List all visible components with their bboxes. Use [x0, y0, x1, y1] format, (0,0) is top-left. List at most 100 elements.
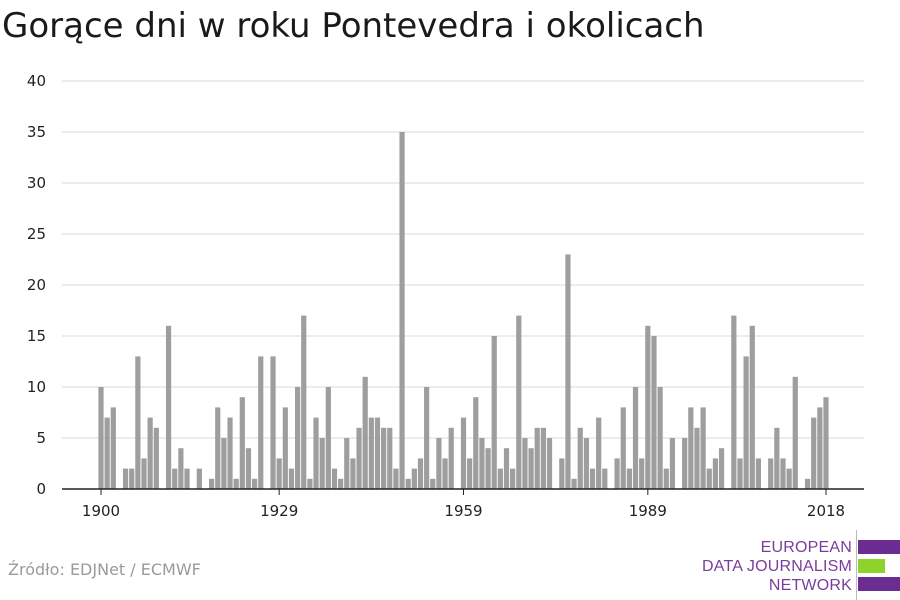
bar-1970 — [528, 448, 534, 489]
x-tick-label: 2018 — [807, 502, 845, 520]
bar-1968 — [516, 315, 522, 489]
logo-line-3: NETWORK — [768, 577, 852, 594]
bar-1906 — [135, 356, 141, 489]
bar-1957 — [448, 427, 454, 489]
bar-1967 — [510, 468, 516, 489]
y-tick-label: 30 — [27, 174, 46, 192]
chart-title: Gorące dni w roku Pontevedra i okolicach — [2, 6, 705, 46]
bar-1902 — [110, 407, 116, 489]
bar-1929 — [276, 458, 282, 489]
bar-1975 — [559, 458, 565, 489]
bar-1963 — [485, 448, 491, 489]
bar-1932 — [295, 387, 301, 489]
edjnet-logo: EUROPEAN DATA JOURNALISM NETWORK — [700, 530, 900, 600]
bar-1966 — [503, 448, 510, 489]
bar-1997 — [694, 427, 700, 489]
bar-1962 — [479, 438, 485, 489]
bar-1931 — [288, 468, 295, 489]
y-tick-label: 5 — [36, 429, 46, 447]
bar-1939 — [338, 478, 344, 489]
bar-1953 — [424, 387, 430, 489]
bar-1948 — [393, 468, 399, 489]
bar-1920 — [221, 438, 227, 489]
bar-1991 — [657, 387, 663, 489]
bar-1947 — [387, 427, 393, 489]
bar-1995 — [682, 438, 688, 489]
bar-1937 — [325, 387, 331, 489]
y-tick-label: 25 — [27, 225, 46, 243]
bar-1941 — [350, 458, 356, 489]
bar-1998 — [700, 407, 706, 489]
source-note: Źródło: EDJNet / ECMWF — [8, 560, 201, 579]
bar-1924 — [245, 448, 252, 489]
bar-2011 — [780, 458, 786, 489]
bar-1989 — [645, 325, 651, 489]
bar-2010 — [774, 427, 780, 489]
y-tick-label: 35 — [27, 123, 46, 141]
bar-1907 — [141, 458, 147, 489]
bar-1900 — [98, 387, 104, 489]
bar-1923 — [239, 397, 245, 489]
bar-1951 — [411, 468, 417, 489]
bar-1909 — [153, 427, 159, 489]
bar-1961 — [473, 397, 479, 489]
bar-1965 — [497, 468, 503, 489]
bar-1911 — [165, 325, 172, 489]
bar-1928 — [270, 356, 276, 489]
y-tick-label: 0 — [36, 480, 46, 498]
bar-1976 — [565, 254, 571, 489]
bar-1912 — [172, 468, 178, 489]
bar-1978 — [577, 427, 583, 489]
bar-1949 — [399, 132, 405, 489]
bar-1977 — [571, 478, 577, 489]
bar-1988 — [639, 458, 645, 489]
x-tick-label: 1959 — [444, 502, 482, 520]
bar-1980 — [589, 468, 596, 489]
bar-1999 — [706, 468, 712, 489]
bar-1990 — [651, 336, 657, 489]
x-tick-label: 1900 — [82, 502, 120, 520]
bar-1942 — [356, 427, 362, 489]
bar-1921 — [227, 417, 233, 489]
bar-1930 — [282, 407, 288, 489]
bar-2016 — [811, 417, 817, 489]
bar-1993 — [669, 438, 675, 489]
bar-2018 — [823, 397, 829, 489]
bar-1959 — [460, 417, 467, 489]
y-tick-label: 20 — [27, 276, 46, 294]
logo-wordmark: EUROPEAN DATA JOURNALISM NETWORK — [702, 538, 852, 595]
bar-1943 — [362, 376, 368, 489]
bar-2015 — [804, 478, 811, 489]
bar-2004 — [737, 458, 743, 489]
x-tick-label: 1929 — [260, 502, 298, 520]
bar-1982 — [602, 468, 608, 489]
bar-2017 — [817, 407, 823, 489]
bar-1985 — [620, 407, 626, 489]
y-tick-label: 15 — [27, 327, 46, 345]
bar-2000 — [712, 458, 719, 489]
bar-1960 — [467, 458, 473, 489]
bar-1950 — [405, 478, 411, 489]
bar-1946 — [381, 427, 387, 489]
bar-1901 — [104, 417, 110, 489]
y-tick-label: 40 — [27, 72, 46, 90]
bar-2009 — [768, 458, 774, 489]
bar-1986 — [626, 468, 632, 489]
bar-2007 — [755, 458, 762, 489]
bar-1987 — [632, 387, 639, 489]
bar-1914 — [184, 468, 190, 489]
bar-1918 — [208, 478, 215, 489]
bar-1952 — [417, 458, 424, 489]
bar-1919 — [215, 407, 221, 489]
bar-1973 — [546, 438, 553, 489]
logo-line-1: EUROPEAN — [760, 539, 852, 556]
bar-1969 — [522, 438, 528, 489]
bar-2013 — [792, 376, 798, 489]
bar-1955 — [436, 438, 442, 489]
bar-2006 — [749, 325, 755, 489]
bar-1922 — [233, 478, 239, 489]
logo-bar-purple-bottom — [858, 577, 900, 591]
bar-1972 — [540, 427, 546, 489]
bar-1992 — [663, 468, 669, 489]
